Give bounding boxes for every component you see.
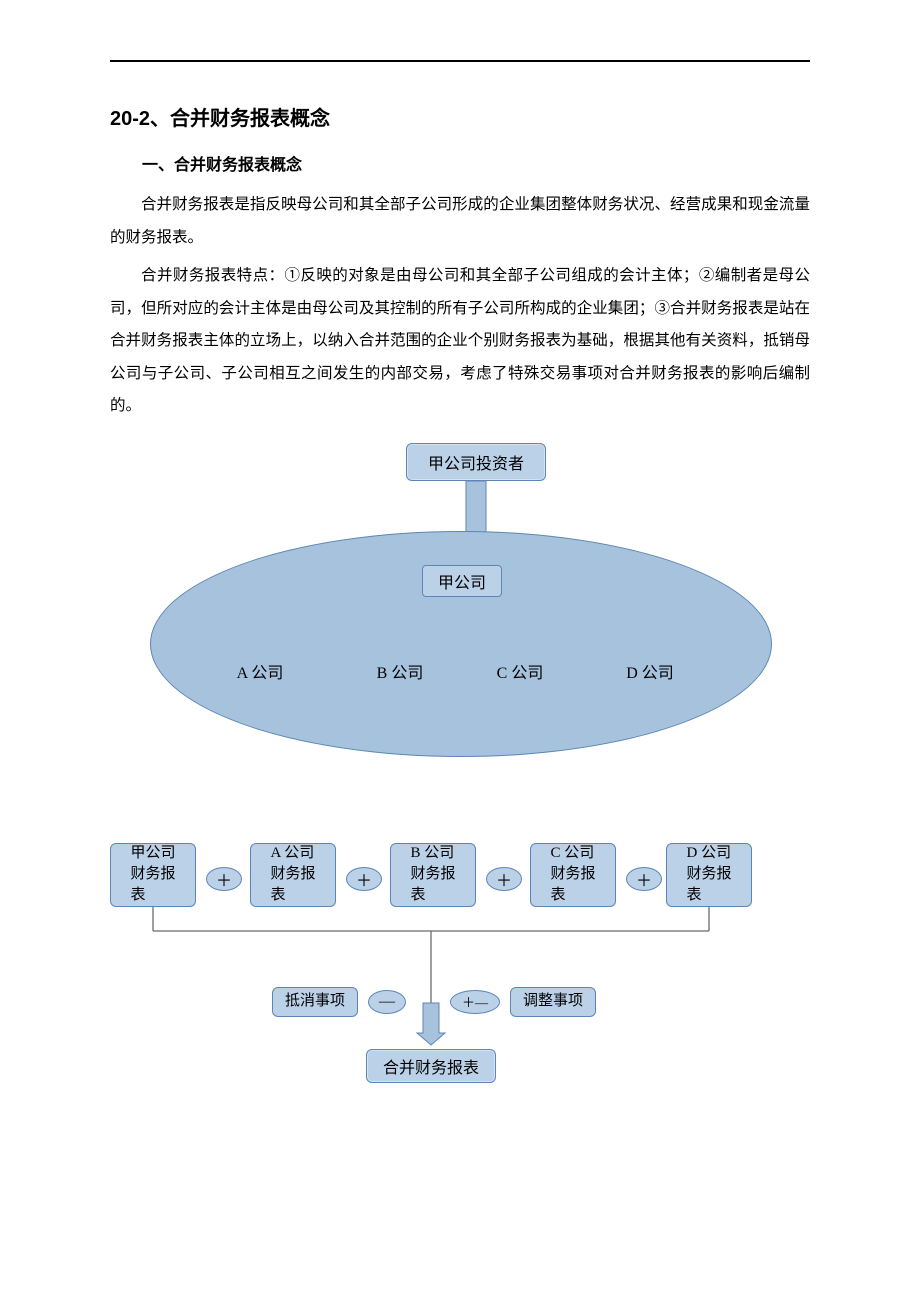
report-box-3: C 公司财务报表 <box>530 843 616 907</box>
subsidiary-label-2: C 公司 <box>480 659 560 683</box>
section-subtitle: 一、合并财务报表概念 <box>110 151 810 175</box>
paragraph-1: 合并财务报表是指反映母公司和其全部子公司形成的企业集团整体财务状况、经营成果和现… <box>110 189 810 254</box>
adjust-box: 调整事项 <box>510 987 596 1017</box>
report-box-1: A 公司财务报表 <box>250 843 336 907</box>
investor-box: 甲公司投资者 <box>406 443 546 481</box>
subsidiary-label-1: B 公司 <box>360 659 440 683</box>
report-box-4: D 公司财务报表 <box>666 843 752 907</box>
document-page: 20-2、合并财务报表概念 一、合并财务报表概念 合并财务报表是指反映母公司和其… <box>0 0 920 1183</box>
plus-op-2: ＋ <box>486 867 522 891</box>
plus-op-0: ＋ <box>206 867 242 891</box>
subsidiary-label-0: A 公司 <box>220 659 300 683</box>
plus-op-1: ＋ <box>346 867 382 891</box>
top-rule <box>110 60 810 62</box>
page-title: 20-2、合并财务报表概念 <box>110 102 810 131</box>
report-box-2: B 公司财务报表 <box>390 843 476 907</box>
paragraph-2: 合并财务报表特点：①反映的对象是由母公司和其全部子公司组成的会计主体；②编制者是… <box>110 260 810 423</box>
parent-company-box: 甲公司 <box>422 565 502 597</box>
report-box-0: 甲公司财务报表 <box>110 843 196 907</box>
subsidiary-label-3: D 公司 <box>610 659 690 683</box>
plus-op-3: ＋ <box>626 867 662 891</box>
plusminus-op: ＋— <box>450 990 500 1014</box>
result-box: 合并财务报表 <box>366 1049 496 1083</box>
minus-op: — <box>368 990 406 1014</box>
concept-diagram: 甲公司投资者甲公司 A 公司 B 公司 C 公司 D 公司甲公司财务报表 A 公司财务报表… <box>110 443 810 1103</box>
eliminate-box: 抵消事项 <box>272 987 358 1017</box>
